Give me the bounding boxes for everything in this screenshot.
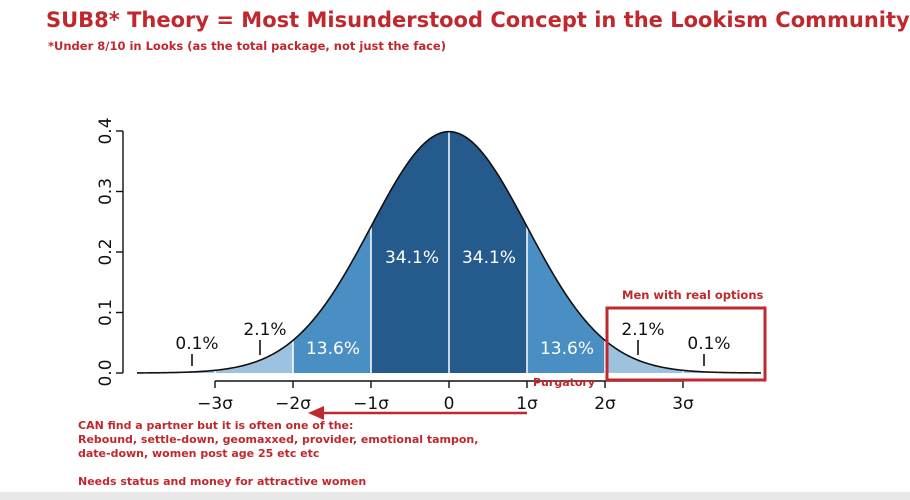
bottom-scrollbar-strip [0,492,910,500]
region-fill-1 [215,340,293,373]
status-note: Needs status and money for attractive wo… [78,475,367,488]
region-label: 34.1% [462,248,516,268]
page-title: SUB8* Theory = Most Misunderstood Concep… [46,8,910,32]
region-label: 0.1% [687,334,730,354]
x-tick-label: 1σ [516,394,538,414]
region-labels: 0.1% 2.1% 13.6% 34.1% 34.1% 13.6% 2.1% 0.1% [175,248,731,366]
region-label: 13.6% [306,339,360,359]
region-label: 2.1% [243,320,286,340]
x-tick-label: 0 [444,394,455,414]
purgatory-label: Purgatory [533,376,595,389]
men-with-options-label: Men with real options [622,288,764,302]
partner-note-line-3: date-down, women post age 25 etc etc [78,447,320,460]
men-with-options-box [605,306,767,382]
region-label: 2.1% [621,320,664,340]
region-fill-6 [605,340,683,373]
sigma-dividers [214,131,684,373]
y-tick-label: 0.1 [96,299,116,326]
y-tick-label: 0.3 [96,178,116,205]
region-label: 0.1% [175,334,218,354]
x-tick-label: −1σ [353,394,389,414]
x-tick-label: 2σ [594,394,616,414]
x-tick-label: 3σ [672,394,694,414]
partner-note-line-2: Rebound, settle-down, geomaxxed, provide… [78,433,479,446]
y-tick-label: 0.4 [96,117,116,144]
bell-curve-outline [136,130,762,374]
red-arrow-head [308,406,324,420]
page-subtitle: *Under 8/10 in Looks (as the total packa… [48,39,446,53]
partner-note-line-1: CAN find a partner but it is often one o… [78,419,354,432]
y-tick-label: 0.2 [96,238,116,265]
axes: −3σ −2σ −1σ 0 1σ 2σ 3σ 0.0 0.1 0.2 0.3 0.4 [96,117,694,414]
region-label: 34.1% [385,248,439,268]
y-tick-label: 0.0 [96,359,116,386]
x-tick-label: −3σ [197,394,233,414]
region-label: 13.6% [540,339,594,359]
x-tick-label: −2σ [275,394,311,414]
